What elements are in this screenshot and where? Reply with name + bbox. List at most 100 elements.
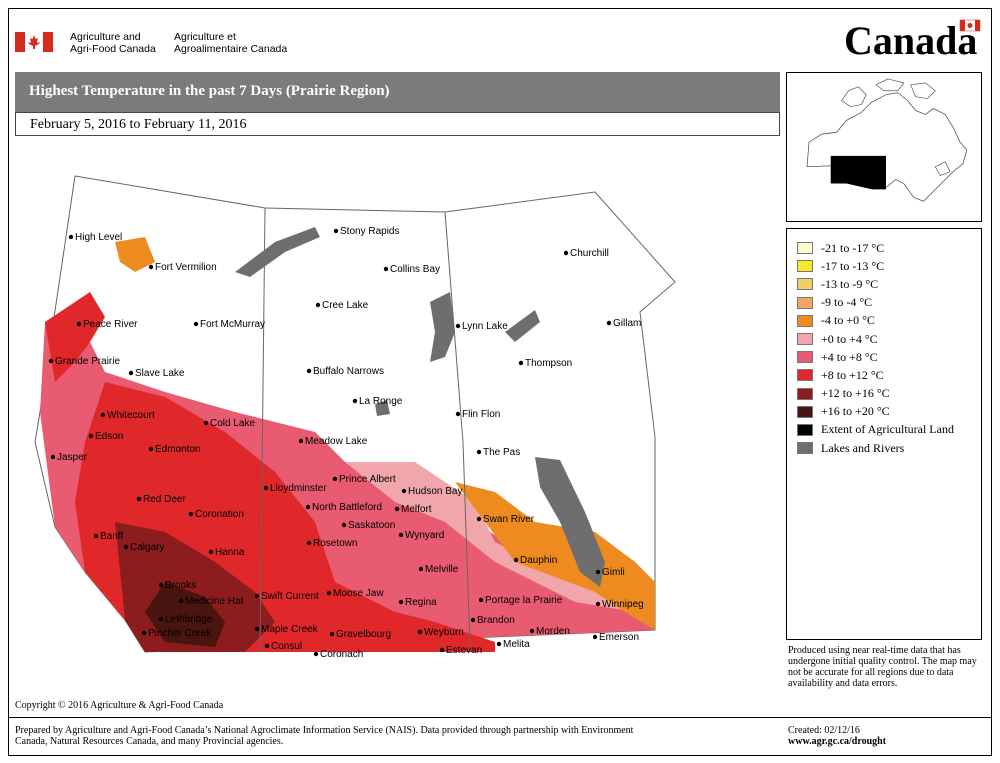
city-label: Thompson [525,358,572,369]
city-marker [158,582,164,588]
city-label: Meadow Lake [305,436,368,447]
city-label: Flin Flon [462,409,500,420]
legend-label: +8 to +12 °C [821,367,884,382]
canada-locator-map [786,72,982,222]
legend-swatch [797,333,813,346]
city-label: Calgary [130,542,164,553]
city-label: Slave Lake [135,368,185,379]
city-marker [148,446,154,452]
legend: -21 to -17 °C -17 to -13 °C -13 to -9 °C -9… [786,228,982,640]
city-marker [333,228,339,234]
canada-flag-icon [15,32,53,52]
zone-0-to-plus4 [345,462,635,612]
created-info: Created: 02/12/16 www.agr.gc.ca/drought [788,725,886,747]
legend-item: +8 to +12 °C [797,366,981,384]
city-label: Banff [100,531,123,542]
zone-plus16-to-plus20 [145,582,225,647]
city-label: Winnipeg [602,599,644,610]
city-marker [141,630,147,636]
legend-item: Extent of Agricultural Land [797,421,981,439]
department-name-english: Agriculture and Agri-Food Canada [70,31,156,55]
city-marker [158,616,164,622]
city-label: La Ronge [359,396,403,407]
legend-label: -13 to -9 °C [821,276,879,291]
legend-label: -9 to -4 °C [821,295,873,310]
city-label: Red Deer [143,494,186,505]
city-marker [188,511,194,517]
city-label: Medicine Hat [185,596,244,607]
city-label: Emerson [599,632,639,643]
city-marker [563,250,569,256]
city-marker [48,358,54,364]
city-marker [254,593,260,599]
legend-item: Lakes and Rivers [797,439,981,457]
city-marker [595,569,601,575]
city-marker [513,557,519,563]
city-label: Edson [95,431,123,442]
city-marker [439,647,445,653]
city-label: High Level [75,232,122,243]
city-marker [306,540,312,546]
legend-item: -4 to +0 °C [797,312,981,330]
legend-swatch [797,242,813,255]
city-marker [326,590,332,596]
southern-indian-lake [505,310,540,342]
city-marker [315,302,321,308]
source-url[interactable]: www.agr.gc.ca/drought [788,736,887,747]
city-label: Whitecourt [107,410,155,421]
legend-item: -13 to -9 °C [797,275,981,293]
city-marker [417,629,423,635]
city-label: Peace River [83,319,138,330]
city-marker [100,412,106,418]
city-label: Moose Jaw [333,588,384,599]
legend-swatch [797,260,813,273]
city-label: Coronation [195,509,244,520]
city-marker [352,398,358,404]
prairie-temperature-map: High Level Fort Vermilion Peace River Fort … [34,175,676,660]
legend-label: +16 to +20 °C [821,404,890,419]
city-label: Brooks [165,580,196,591]
page-frame [8,8,992,756]
city-marker [208,549,214,555]
legend-swatch [797,369,813,382]
city-label: North Battleford [312,502,382,513]
city-label: Estevan [446,645,482,656]
city-marker [76,321,82,327]
data-quality-note: Produced using near real-time data that … [788,645,977,689]
city-marker [68,234,74,240]
city-label: Hudson Bay [408,486,462,497]
legend-label: +0 to +4 °C [821,331,878,346]
legend-item: -9 to -4 °C [797,294,981,312]
lake-winnipeg [535,457,605,587]
city-marker [193,321,199,327]
legend-label: -21 to -17 °C [821,240,885,255]
city-label: Weyburn [424,627,464,638]
legend-item: +16 to +20 °C [797,403,981,421]
city-marker [313,651,319,657]
city-marker [88,433,94,439]
legend-swatch [797,442,813,455]
city-label: Cree Lake [322,300,369,311]
city-label: Melfort [401,504,432,515]
legend-item: +0 to +4 °C [797,330,981,348]
legend-label: Lakes and Rivers [821,440,905,455]
city-marker [518,360,524,366]
city-label: Regina [405,597,437,608]
legend-item: +12 to +16 °C [797,385,981,403]
city-label: Wynyard [405,530,444,541]
city-marker [264,643,270,649]
legend-swatch [797,405,813,418]
city-label: Consul [271,641,302,652]
city-marker [329,631,335,637]
city-label: Swift Current [261,591,319,602]
city-marker [418,566,424,572]
prepared-by: Prepared by Agriculture and Agri-Food Ca… [15,725,634,747]
legend-item: -21 to -17 °C [797,239,981,257]
city-label: Lethbridge [165,614,213,625]
city-marker [529,628,535,634]
city-label: Stony Rapids [340,226,399,237]
city-marker [123,544,129,550]
legend-swatch [797,387,813,400]
legend-item: +4 to +8 °C [797,348,981,366]
city-label: Brandon [477,615,515,626]
